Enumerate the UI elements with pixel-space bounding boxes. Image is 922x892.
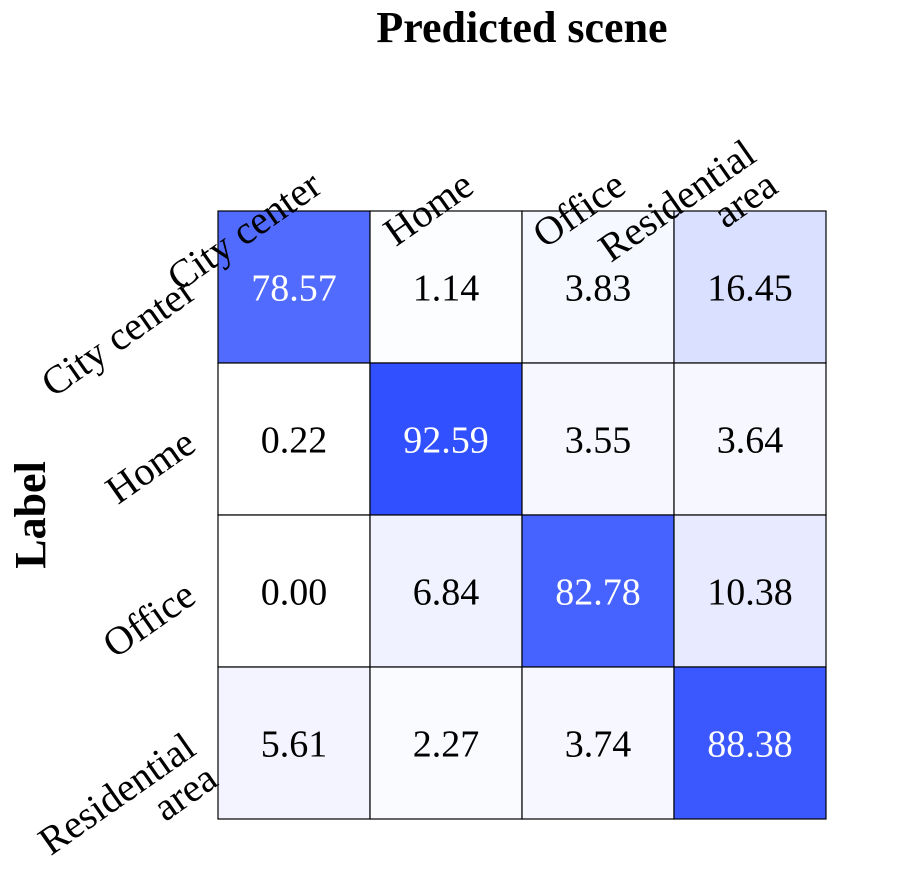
cell-value-label: 92.59: [403, 419, 489, 461]
y-tick-label: City center: [33, 268, 203, 406]
cell-value-label: 16.45: [707, 267, 793, 309]
heatmap-cell-r1-c1: [369, 362, 523, 516]
cell-value-label: 0.22: [261, 419, 328, 461]
y-tick-label: Residentialarea: [30, 723, 225, 887]
heatmap-cell-r0-c0: [217, 210, 371, 364]
x-axis-title: Predicted scene: [376, 3, 667, 52]
cell-value-label: 88.38: [707, 723, 793, 765]
cell-value-label: 3.83: [565, 267, 632, 309]
heatmap-cell-r1-c0: [217, 362, 371, 516]
cell-value-label: 82.78: [555, 571, 641, 613]
cell-value-label: 3.64: [717, 419, 784, 461]
heatmap-cell-r1-c3: [673, 362, 827, 516]
y-tick-label: Office: [94, 572, 203, 667]
cell-value-label: 2.27: [413, 723, 480, 765]
heatmap-cell-r0-c3: [673, 210, 827, 364]
heatmap-cell-r0-c2: [521, 210, 675, 364]
heatmap-cell-r3-c3: [673, 666, 827, 820]
cell-value-label: 3.55: [565, 419, 632, 461]
cell-value-label: 1.14: [413, 267, 480, 309]
heatmap-cell-r3-c2: [521, 666, 675, 820]
y-axis-title: Label: [6, 461, 55, 569]
cell-value-label: 78.57: [251, 267, 337, 309]
cell-value-label: 3.74: [565, 723, 632, 765]
heatmap-cell-r3-c1: [369, 666, 523, 820]
heatmap-cell-r3-c0: [217, 666, 371, 820]
cell-value-label: 10.38: [707, 571, 793, 613]
heatmap-cell-r2-c3: [673, 514, 827, 668]
cell-value-label: 0.00: [261, 571, 328, 613]
cell-value-label: 6.84: [413, 571, 480, 613]
y-tick-label: Home: [97, 420, 203, 513]
heatmap-cell-r2-c1: [369, 514, 523, 668]
heatmap-cell-r0-c1: [369, 210, 523, 364]
heatmap-cells: 78.57 1.14 3.83 16.45 0.22 92.59 3.55 3.64 0.00 6…: [217, 210, 827, 820]
cell-value-label: 5.61: [261, 723, 328, 765]
y-tick-labels: City center Home Office Residentialarea: [30, 268, 225, 887]
